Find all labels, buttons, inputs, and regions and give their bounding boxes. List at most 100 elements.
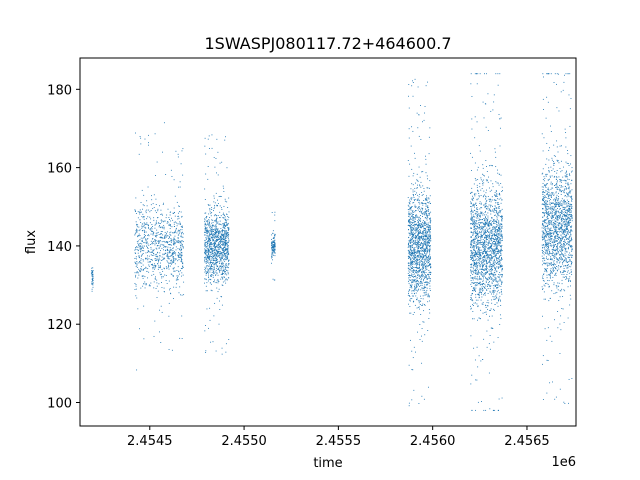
data-point: [166, 255, 168, 257]
data-point: [206, 271, 208, 273]
data-point: [214, 264, 216, 266]
data-point: [421, 304, 423, 306]
data-point: [410, 312, 412, 314]
data-point: [476, 303, 478, 305]
data-point: [161, 287, 163, 288]
data-point: [158, 247, 160, 249]
data-point: [214, 240, 216, 242]
data-point: [227, 250, 229, 252]
data-point: [421, 278, 423, 280]
data-point: [478, 272, 479, 274]
data-point: [423, 232, 425, 234]
data-point: [482, 241, 484, 243]
data-point: [473, 260, 475, 261]
data-point: [169, 214, 171, 216]
data-point: [204, 229, 206, 231]
data-point: [159, 223, 161, 225]
data-point: [225, 230, 227, 232]
data-point: [411, 237, 413, 239]
data-point: [222, 285, 224, 287]
data-point: [213, 281, 214, 283]
data-point: [474, 242, 476, 244]
data-point: [495, 181, 497, 183]
data-point: [408, 220, 410, 222]
data-point: [273, 250, 275, 252]
data-point: [421, 246, 423, 248]
data-point: [180, 270, 181, 272]
data-point: [181, 248, 183, 250]
data-point: [134, 289, 136, 290]
data-point: [430, 263, 432, 265]
data-point: [420, 212, 422, 214]
data-point: [493, 275, 495, 277]
data-point: [418, 247, 419, 249]
data-point: [501, 215, 502, 217]
data-point: [496, 293, 498, 295]
data-point: [413, 389, 415, 391]
data-point: [170, 241, 172, 243]
data-point: [473, 305, 474, 307]
data-point: [423, 271, 425, 273]
data-point: [410, 285, 412, 287]
data-point: [169, 247, 171, 249]
data-point: [180, 240, 182, 242]
data-point: [410, 260, 412, 262]
data-point: [273, 251, 275, 253]
data-point: [486, 262, 488, 264]
data-point: [485, 307, 487, 308]
data-point: [486, 206, 488, 208]
data-point: [136, 230, 138, 232]
data-point: [221, 284, 223, 286]
data-point: [409, 268, 411, 270]
data-point: [150, 210, 152, 211]
data-point: [490, 210, 492, 212]
data-point: [215, 282, 217, 284]
data-point: [223, 245, 225, 247]
data-point: [418, 219, 420, 221]
data-point: [418, 256, 420, 258]
data-point: [474, 203, 476, 205]
data-point: [488, 251, 490, 253]
data-point: [143, 205, 145, 207]
data-point: [219, 256, 221, 258]
data-point: [471, 96, 473, 97]
data-point: [411, 253, 413, 255]
data-point: [480, 299, 482, 301]
data-point: [205, 245, 207, 247]
data-point: [496, 262, 497, 264]
data-point: [209, 256, 211, 257]
data-point: [422, 224, 424, 226]
data-point: [222, 273, 223, 275]
data-point: [420, 276, 421, 278]
data-point: [473, 288, 475, 290]
data-point: [218, 260, 220, 262]
data-point: [408, 279, 410, 281]
data-point: [414, 266, 416, 268]
data-point: [491, 255, 493, 257]
data-point: [475, 244, 477, 246]
data-point: [211, 290, 213, 292]
data-point: [147, 248, 149, 249]
data-point: [155, 240, 157, 242]
data-point: [477, 239, 479, 241]
data-point: [472, 240, 474, 242]
data-point: [157, 217, 159, 218]
data-point: [487, 217, 489, 219]
data-point: [177, 230, 179, 232]
data-point: [412, 271, 414, 273]
data-point: [428, 275, 430, 277]
data-point: [412, 211, 414, 213]
data-point: [206, 224, 208, 226]
data-point: [221, 271, 223, 273]
data-point: [486, 305, 488, 307]
data-point: [414, 270, 416, 272]
data-point: [423, 259, 425, 261]
data-point: [470, 218, 472, 220]
data-point: [140, 242, 142, 244]
data-point: [146, 223, 148, 225]
data-point: [473, 347, 475, 349]
data-point: [176, 270, 178, 271]
data-point: [207, 255, 209, 257]
data-point: [501, 215, 503, 217]
data-point: [418, 254, 420, 256]
